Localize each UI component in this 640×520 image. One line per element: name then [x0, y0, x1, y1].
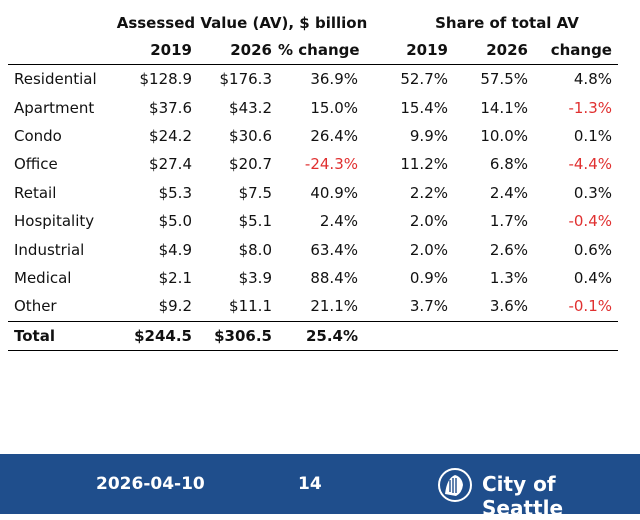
- cell-av-2026: $20.7: [229, 155, 272, 174]
- cell-share-change: 4.8%: [573, 70, 612, 89]
- organization-name: City of Seattle: [482, 472, 564, 520]
- cell-av-2019: $128.9: [139, 70, 193, 89]
- page-number: 14: [298, 474, 322, 494]
- seattle-seal-icon: [438, 468, 472, 502]
- assessed-value-table: 2019 2026 % change 2019 2026 change Resi…: [8, 36, 618, 351]
- cell-category: Condo: [14, 126, 62, 145]
- cell-av-2026: $176.3: [219, 70, 273, 89]
- cell-share-2026: 6.8%: [489, 155, 528, 174]
- cell-share-2019: 11.2%: [400, 155, 448, 174]
- cell-share-change: 0.4%: [573, 268, 612, 287]
- table-row: Residential $128.9 $176.3 36.9% 52.7% 57.5% 4.…: [8, 65, 618, 94]
- cell-share-change: 0.3%: [573, 183, 612, 202]
- cell-share-2026: 10.0%: [480, 126, 528, 145]
- cell-av-2019: $9.2: [158, 297, 192, 316]
- cell-share-2019: 9.9%: [409, 126, 448, 145]
- share-of-av-group-header: Share of total AV: [435, 14, 579, 32]
- cell-share-2026: 2.4%: [489, 183, 528, 202]
- column-header-share-2019: 2019: [364, 36, 454, 65]
- cell-category: Other: [14, 297, 57, 316]
- cell-av-2019: $5.0: [158, 212, 192, 231]
- cell-share-change: -0.1%: [568, 297, 612, 316]
- cell-share-change: -4.4%: [568, 155, 612, 174]
- column-header-share-change: change: [534, 36, 618, 65]
- column-header-share-2026: 2026: [454, 36, 534, 65]
- total-label: Total: [8, 320, 120, 351]
- cell-share-2026: 1.7%: [489, 212, 528, 231]
- cell-share-2026: 57.5%: [480, 70, 528, 89]
- cell-share-change: 0.1%: [573, 126, 612, 145]
- cell-av-2019: $2.1: [158, 268, 192, 287]
- column-header-category: [8, 36, 120, 65]
- cell-pct-change: 88.4%: [310, 268, 358, 287]
- cell-av-2019: $5.3: [158, 183, 192, 202]
- cell-share-change: -1.3%: [568, 98, 612, 117]
- total-av-2026: $306.5: [198, 320, 278, 351]
- table-row: Other $9.2 $11.1 21.1% 3.7% 3.6% -0.1%: [8, 292, 618, 321]
- cell-category: Industrial: [14, 240, 85, 259]
- table-row: Hospitality $5.0 $5.1 2.4% 2.0% 1.7% -0.4%: [8, 207, 618, 235]
- total-pct-change: 25.4%: [278, 320, 364, 351]
- total-row: Total $244.5 $306.5 25.4%: [8, 320, 618, 351]
- cell-pct-change: 63.4%: [310, 240, 358, 259]
- table-row: Condo $24.2 $30.6 26.4% 9.9% 10.0% 0.1%: [8, 122, 618, 150]
- cell-av-2026: $7.5: [238, 183, 272, 202]
- table-row: Retail $5.3 $7.5 40.9% 2.2% 2.4% 0.3%: [8, 179, 618, 207]
- cell-av-2026: $43.2: [229, 98, 272, 117]
- footer-bar: 2026-04-10 14 City of Seattle: [0, 454, 640, 520]
- cell-pct-change: 2.4%: [319, 212, 358, 231]
- cell-category: Retail: [14, 183, 57, 202]
- cell-pct-change: -24.3%: [304, 155, 358, 174]
- cell-share-2019: 0.9%: [409, 268, 448, 287]
- cell-pct-change: 21.1%: [310, 297, 358, 316]
- cell-av-2026: $8.0: [238, 240, 272, 259]
- cell-category: Medical: [14, 268, 72, 287]
- column-header-av-2019: 2019: [120, 36, 198, 65]
- cell-av-2019: $27.4: [149, 155, 192, 174]
- cell-av-2026: $5.1: [238, 212, 272, 231]
- total-share-2019: [364, 320, 454, 351]
- table-row: Medical $2.1 $3.9 88.4% 0.9% 1.3% 0.4%: [8, 264, 618, 292]
- cell-pct-change: 26.4%: [310, 126, 358, 145]
- assessed-value-group-header: Assessed Value (AV), $ billion: [116, 14, 368, 32]
- cell-share-2026: 2.6%: [489, 240, 528, 259]
- footer-date: 2026-04-10: [96, 474, 205, 494]
- table-row: Apartment $37.6 $43.2 15.0% 15.4% 14.1% -1.3%: [8, 93, 618, 121]
- cell-av-2026: $11.1: [229, 297, 272, 316]
- total-av-2019: $244.5: [120, 320, 198, 351]
- cell-pct-change: 36.9%: [310, 70, 358, 89]
- cell-share-2019: 15.4%: [400, 98, 448, 117]
- cell-category: Apartment: [14, 98, 95, 117]
- cell-av-2019: $24.2: [149, 126, 192, 145]
- cell-av-2019: $37.6: [149, 98, 192, 117]
- cell-av-2026: $30.6: [229, 126, 272, 145]
- cell-share-2019: 2.0%: [409, 212, 448, 231]
- cell-category: Hospitality: [14, 212, 95, 231]
- cell-share-change: -0.4%: [568, 212, 612, 231]
- total-share-change: [534, 320, 618, 351]
- cell-share-2019: 2.2%: [409, 183, 448, 202]
- cell-pct-change: 40.9%: [310, 183, 358, 202]
- table-row: Office $27.4 $20.7 -24.3% 11.2% 6.8% -4.4%: [8, 150, 618, 178]
- cell-av-2019: $4.9: [158, 240, 192, 259]
- cell-share-2026: 1.3%: [489, 268, 528, 287]
- column-header-pct-change: % change: [278, 36, 364, 65]
- cell-share-2026: 3.6%: [489, 297, 528, 316]
- table-row: Industrial $4.9 $8.0 63.4% 2.0% 2.6% 0.6%: [8, 235, 618, 263]
- table-header-row: 2019 2026 % change 2019 2026 change: [8, 36, 618, 65]
- cell-share-2019: 3.7%: [409, 297, 448, 316]
- total-share-2026: [454, 320, 534, 351]
- cell-pct-change: 15.0%: [310, 98, 358, 117]
- cell-share-change: 0.6%: [573, 240, 612, 259]
- cell-share-2019: 2.0%: [409, 240, 448, 259]
- cell-share-2019: 52.7%: [400, 70, 448, 89]
- column-header-av-2026: 2026: [198, 36, 278, 65]
- cell-category: Residential: [14, 70, 97, 89]
- cell-av-2026: $3.9: [238, 268, 272, 287]
- cell-share-2026: 14.1%: [480, 98, 528, 117]
- cell-category: Office: [14, 155, 58, 174]
